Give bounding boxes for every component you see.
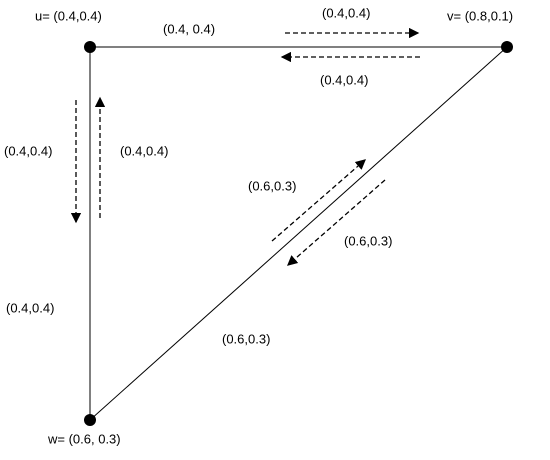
flow-label: (0.4,0.4) bbox=[320, 72, 368, 87]
node-label: v= (0.8,0.1) bbox=[447, 8, 513, 23]
edge-vw bbox=[89, 46, 508, 421]
node-label: u= (0.4,0.4) bbox=[35, 8, 102, 23]
flow-arrow bbox=[287, 179, 386, 266]
flow-arrow bbox=[271, 159, 366, 242]
edge-label: (0.4,0.4) bbox=[6, 300, 54, 315]
edge-label: (0.6,0.3) bbox=[222, 331, 270, 346]
flow-label: (0.4,0.4) bbox=[322, 5, 370, 20]
edge-label: (0.4, 0.4) bbox=[163, 21, 215, 36]
node-dot bbox=[84, 41, 96, 53]
node-dot bbox=[84, 414, 96, 426]
node-dot bbox=[501, 41, 513, 53]
node-label: w= (0.6, 0.3) bbox=[47, 431, 121, 446]
flow-label: (0.4,0.4) bbox=[120, 143, 168, 158]
flow-label: (0.4,0.4) bbox=[4, 143, 52, 158]
flow-label: (0.6,0.3) bbox=[344, 233, 392, 248]
flow-label: (0.6,0.3) bbox=[248, 178, 296, 193]
